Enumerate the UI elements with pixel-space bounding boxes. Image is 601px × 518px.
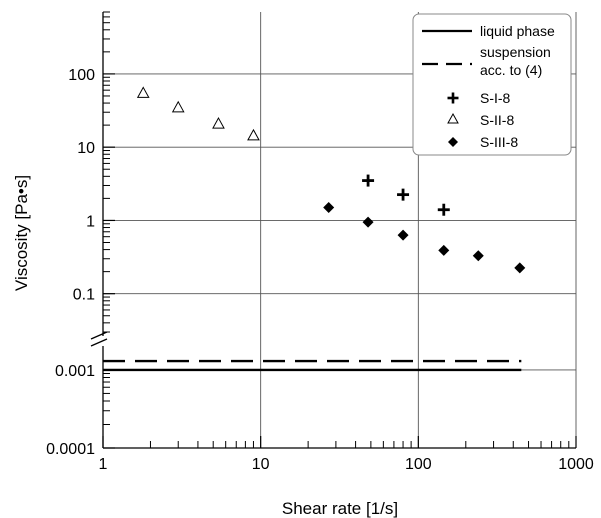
data-point-s-iii-8 — [438, 244, 450, 256]
data-point-s-iii-8 — [362, 216, 374, 228]
y-tick-label: 0.001 — [55, 363, 95, 380]
axes — [90, 12, 576, 449]
tick-labels: 1 10 100 1000 0.1 1 10 100 0.0001 0.001 — [46, 67, 594, 473]
legend-label-liquid-phase: liquid phase — [480, 23, 555, 39]
data-point-s-ii-8 — [171, 100, 185, 113]
minor-ticks — [102, 11, 577, 449]
x-tick-label: 1000 — [558, 456, 594, 473]
y-tick-label: 10 — [77, 140, 95, 157]
x-tick-label: 1 — [99, 456, 108, 473]
legend-label-suspension-line1: suspension — [480, 44, 551, 60]
legend-marker-diamond-icon — [448, 137, 458, 147]
legend-label-suspension-line2: acc. to (4) — [480, 62, 542, 78]
y-tick-label: 100 — [68, 67, 95, 84]
axis-break-mark — [90, 331, 108, 340]
data-point-s-iii-8 — [472, 250, 484, 262]
y-tick-label: 0.1 — [73, 287, 95, 304]
data-point-s-i-8 — [362, 174, 375, 187]
data-point-s-ii-8 — [136, 86, 150, 98]
legend-label-s-ii-8: S-II-8 — [480, 112, 514, 128]
x-axis-label: Shear rate [1/s] — [282, 499, 398, 518]
data-point-s-iii-8 — [514, 262, 526, 274]
x-tick-label: 10 — [252, 456, 270, 473]
y-tick-label: 1 — [86, 213, 95, 230]
data-point-s-iii-8 — [397, 229, 409, 241]
legend: liquid phase suspension acc. to (4) S-I-… — [412, 13, 572, 156]
legend-marker-plus-icon — [447, 92, 459, 104]
data-point-s-i-8 — [437, 203, 450, 216]
legend-label-s-iii-8: S-III-8 — [480, 134, 518, 150]
axis-break-mark — [90, 338, 108, 347]
data-series — [103, 86, 526, 372]
x-tick-label: 100 — [405, 456, 432, 473]
legend-marker-triangle-icon — [447, 112, 459, 124]
data-point-s-i-8 — [397, 188, 410, 201]
y-tick-label: 0.0001 — [46, 441, 95, 458]
data-point-s-ii-8 — [247, 128, 260, 141]
legend-box — [412, 13, 572, 156]
data-point-s-iii-8 — [323, 202, 335, 214]
legend-label-s-i-8: S-I-8 — [480, 90, 511, 106]
y-axis-label: Viscosity [Pa•s] — [12, 175, 31, 291]
data-point-s-ii-8 — [212, 117, 225, 129]
